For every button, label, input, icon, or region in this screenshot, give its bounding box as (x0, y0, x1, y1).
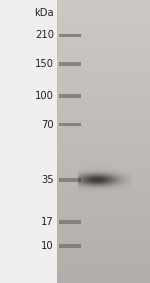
Text: 10: 10 (41, 241, 54, 251)
Text: 17: 17 (41, 217, 54, 227)
Text: 100: 100 (35, 91, 54, 101)
Text: kDa: kDa (34, 8, 54, 18)
Text: 210: 210 (35, 30, 54, 40)
Bar (0, 0, 57, 283)
FancyBboxPatch shape (58, 123, 81, 126)
FancyBboxPatch shape (58, 62, 81, 65)
FancyBboxPatch shape (58, 94, 81, 98)
FancyBboxPatch shape (58, 220, 81, 224)
Text: 35: 35 (41, 175, 54, 185)
FancyBboxPatch shape (58, 178, 81, 182)
FancyBboxPatch shape (58, 244, 81, 248)
Text: 150: 150 (35, 59, 54, 69)
FancyBboxPatch shape (58, 33, 81, 37)
Text: 70: 70 (41, 119, 54, 130)
